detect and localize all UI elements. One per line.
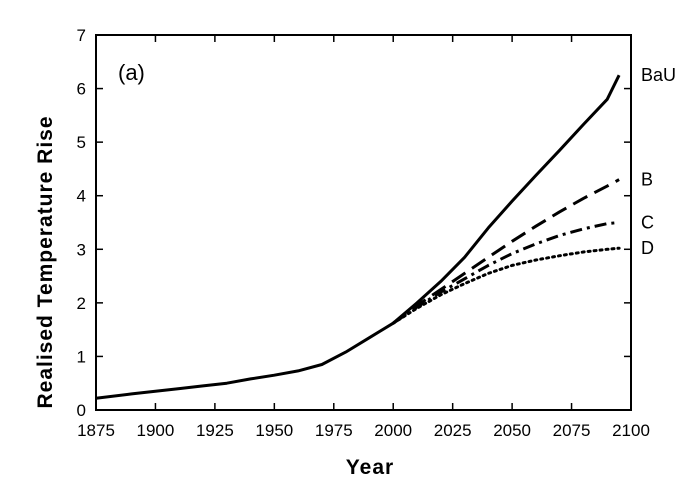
series-line-d	[391, 246, 621, 325]
x-tick-label: 2000	[374, 421, 412, 440]
y-tick-label: 3	[77, 240, 86, 259]
series-label-bau: BaU	[641, 65, 676, 85]
y-tick-label: 5	[77, 133, 86, 152]
y-axis-title: Realised Temperature Rise	[34, 115, 57, 408]
series-label-b: B	[641, 170, 653, 190]
x-tick-label: 1900	[137, 421, 175, 440]
x-tick-label: 2100	[612, 421, 650, 440]
y-tick-label: 0	[77, 401, 86, 420]
x-tick-label: 1975	[315, 421, 353, 440]
y-tick-label: 4	[77, 187, 86, 206]
x-tick-label: 1875	[77, 421, 115, 440]
x-tick-label: 2075	[553, 421, 591, 440]
series-line-b	[392, 178, 620, 325]
x-tick-label: 1950	[255, 421, 293, 440]
y-tick-label: 2	[77, 294, 86, 313]
plot-frame	[95, 34, 632, 411]
x-tick-label: 2025	[434, 421, 472, 440]
x-tick-label: 1925	[196, 421, 234, 440]
x-axis-title: Year	[346, 456, 394, 479]
series-lines	[95, 74, 621, 400]
y-tick-label: 7	[77, 26, 86, 45]
ticks: 1875 1900 1925 1950 1975 2000 2025 2050 2075 2100…	[77, 26, 650, 440]
x-tick-label: 2050	[493, 421, 531, 440]
series-label-d: D	[641, 238, 654, 258]
series-labels: BaU B CD	[641, 65, 676, 258]
panel-label: (a)	[118, 60, 145, 85]
series-line-bau	[95, 74, 621, 400]
y-tick-label: 6	[77, 80, 86, 99]
series-label-c: C	[641, 213, 654, 233]
y-tick-label: 1	[77, 347, 86, 366]
series-line-c	[392, 221, 620, 325]
